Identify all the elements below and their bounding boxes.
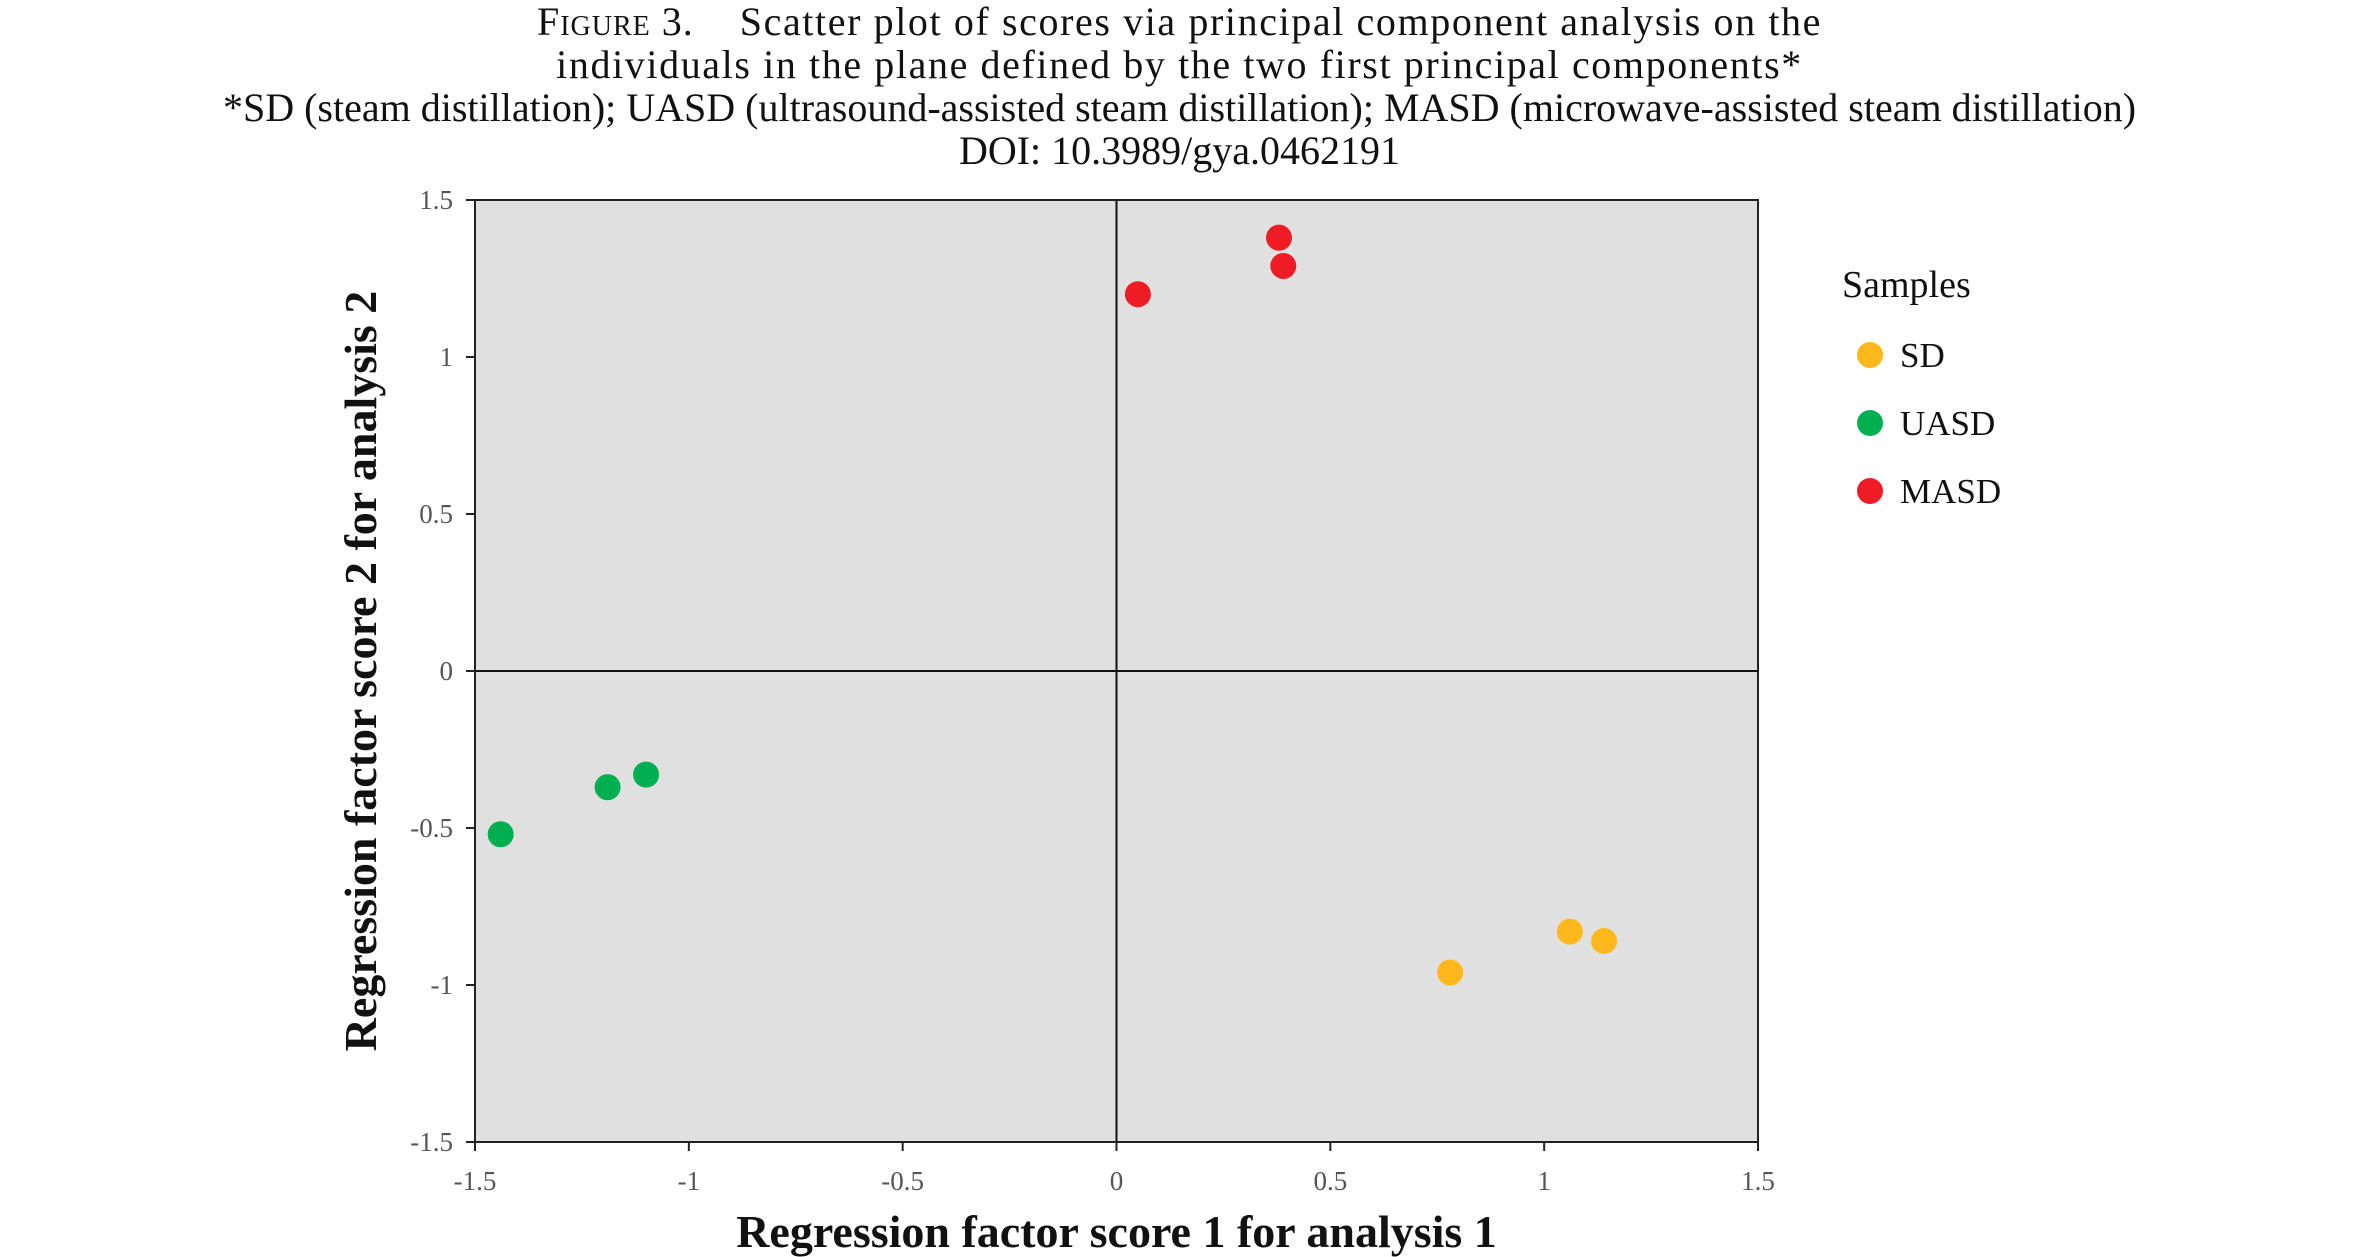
y-tick-label: 1 bbox=[440, 342, 454, 372]
y-tick-label: 1.5 bbox=[419, 185, 453, 215]
caption-line-2: individuals in the plane defined by the … bbox=[0, 43, 2359, 86]
legend-label-sd: SD bbox=[1900, 336, 1945, 375]
point-sd bbox=[1437, 959, 1464, 986]
y-tick-label: -0.5 bbox=[410, 813, 453, 843]
legend-marker-sd bbox=[1857, 342, 1883, 368]
x-tick-label: -1.5 bbox=[454, 1166, 497, 1196]
legend-marker-masd bbox=[1857, 478, 1883, 504]
x-tick-label: 1.5 bbox=[1741, 1166, 1775, 1196]
caption-title-1: Scatter plot of scores via principal com… bbox=[739, 0, 1823, 44]
legend-marker-uasd bbox=[1857, 410, 1883, 436]
y-tick-label: 0 bbox=[440, 656, 454, 686]
point-uasd bbox=[633, 761, 660, 788]
point-uasd bbox=[487, 821, 514, 848]
point-masd bbox=[1266, 224, 1293, 251]
point-sd bbox=[1591, 928, 1618, 955]
legend: Samples SD UASD MASD bbox=[1842, 264, 2001, 511]
x-tick-label: 0.5 bbox=[1313, 1166, 1347, 1196]
x-tick-label: -1 bbox=[678, 1166, 701, 1196]
figure-label: Figure 3. bbox=[536, 0, 694, 44]
legend-label-uasd: UASD bbox=[1900, 404, 1995, 443]
y-tick-label: -1.5 bbox=[410, 1127, 453, 1157]
figure-caption: Figure 3. Scatter plot of scores via prin… bbox=[0, 0, 2359, 172]
caption-title-2: individuals in the plane defined by the … bbox=[556, 42, 1803, 87]
caption-doi: DOI: 10.3989/gya.0462191 bbox=[958, 128, 1401, 173]
point-sd bbox=[1556, 918, 1583, 945]
y-axis-title: Regression factor score 2 for analysis 2 bbox=[335, 291, 386, 1052]
x-axis-title: Regression factor score 1 for analysis 1 bbox=[736, 1206, 1497, 1257]
legend-title: Samples bbox=[1842, 264, 1971, 306]
x-tick-label: 1 bbox=[1537, 1166, 1551, 1196]
y-tick-label: 0.5 bbox=[419, 499, 453, 529]
point-uasd bbox=[594, 774, 621, 801]
y-tick-label: -1 bbox=[431, 970, 454, 1000]
caption-line-1: Figure 3. Scatter plot of scores via prin… bbox=[0, 0, 2359, 43]
caption-footnote: *SD (steam distillation); UASD (ultrasou… bbox=[222, 85, 2137, 130]
point-masd bbox=[1270, 252, 1297, 279]
legend-label-masd: MASD bbox=[1900, 472, 2001, 511]
point-masd bbox=[1124, 281, 1151, 308]
x-tick-label: -0.5 bbox=[881, 1166, 924, 1196]
x-tick-label: 0 bbox=[1110, 1166, 1124, 1196]
